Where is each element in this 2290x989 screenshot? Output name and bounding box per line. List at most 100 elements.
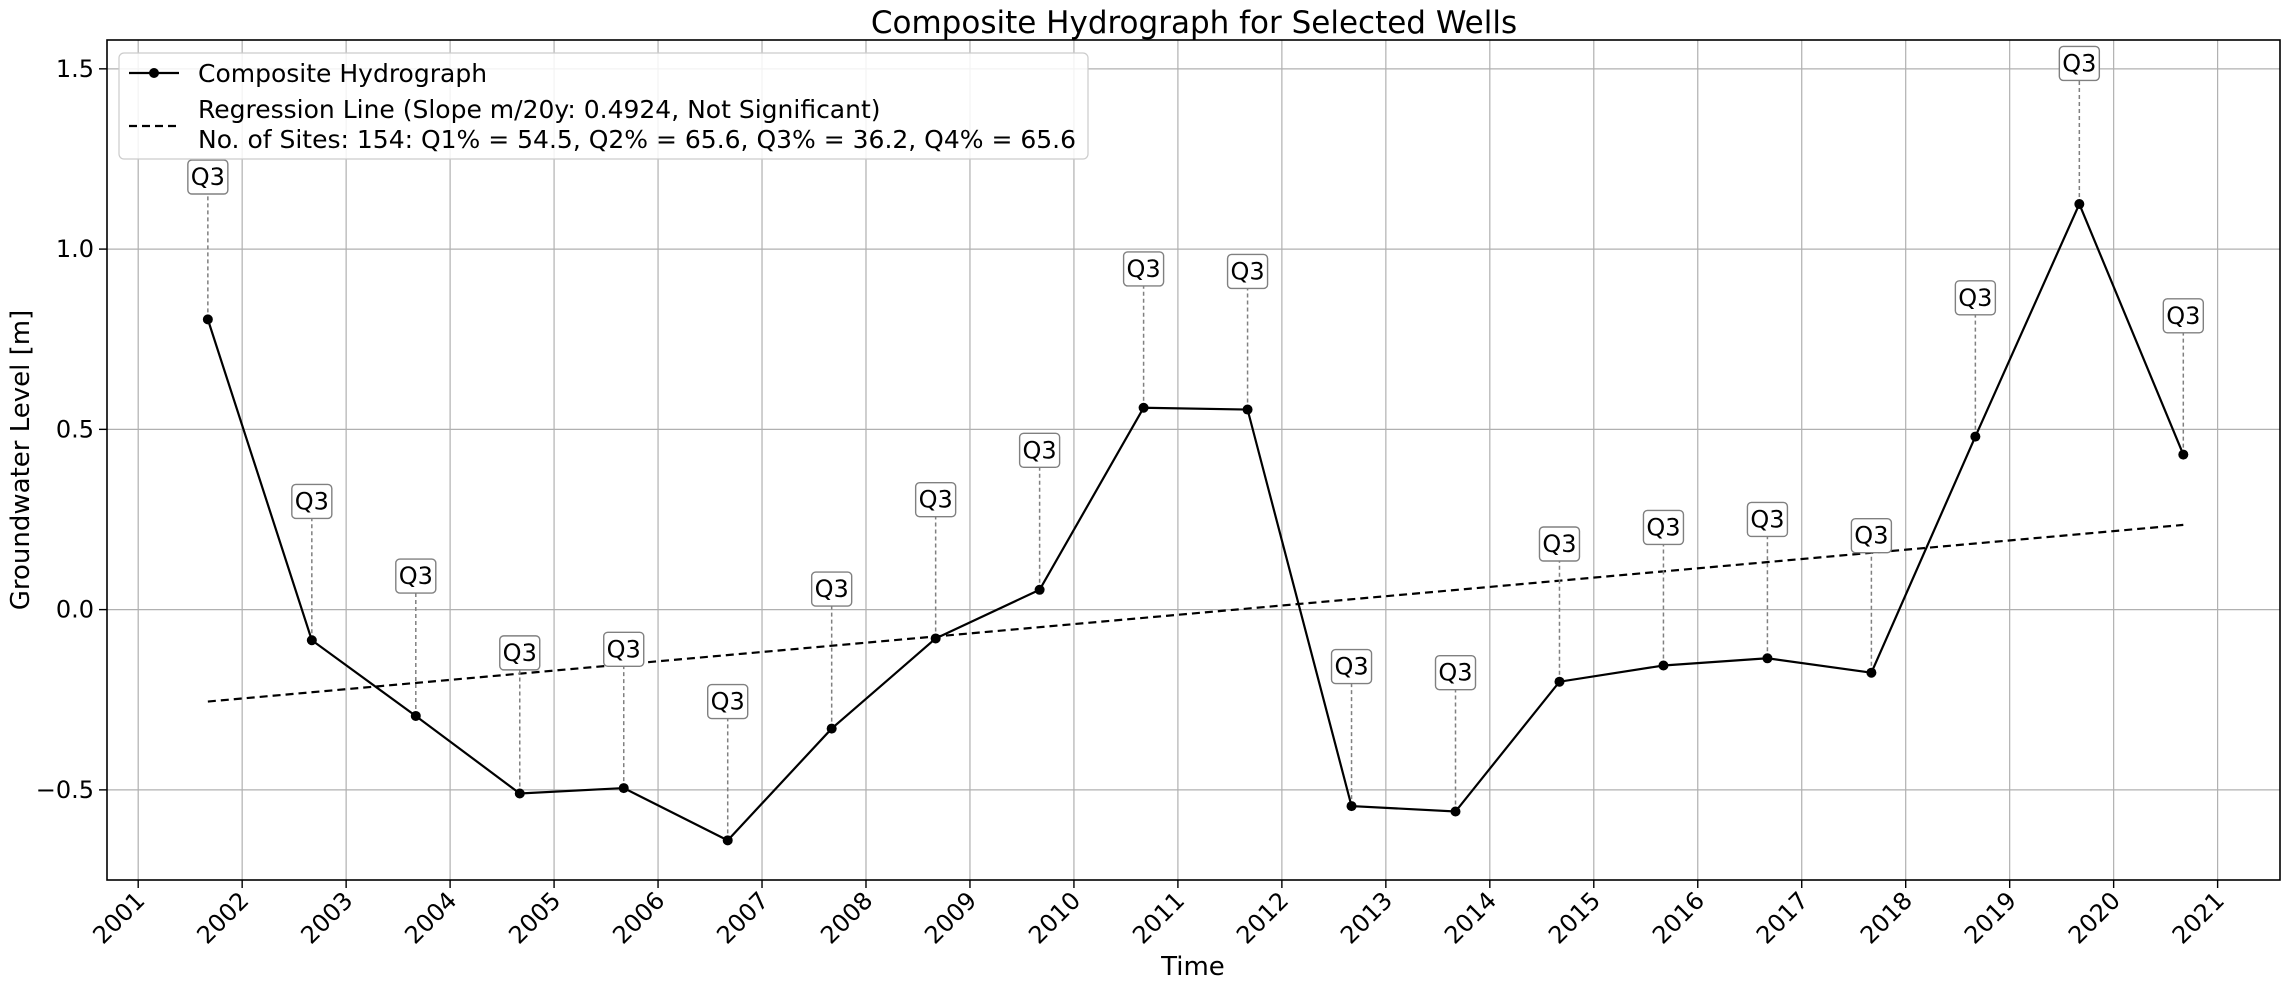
annotation-label: Q3 (1127, 255, 1161, 283)
annotation-label: Q3 (1750, 505, 1784, 533)
annotation-box (2058, 45, 2101, 82)
annotation-label: Q3 (919, 486, 953, 514)
annotation-box (395, 558, 437, 594)
y-tick-label: 0.5 (56, 415, 94, 443)
y-tick-label: −0.5 (36, 776, 94, 804)
x-tick-label: 2004 (399, 886, 462, 949)
annotation-label: Q3 (1646, 513, 1680, 541)
annotation-label: Q3 (2062, 49, 2096, 77)
legend: Composite Hydrograph Regression Line (Sl… (118, 52, 1089, 160)
hydrograph-point (930, 633, 941, 644)
y-tick-label: 0.0 (56, 596, 94, 624)
x-tick-label: 2007 (711, 886, 774, 949)
q3-annotations: Q3 Q3 Q3 Q3 Q3 Q3 Q3 Q3 Q3 Q3 Q3 Q3 Q3 Q3 Q3 Q3 Q3 Q3 Q3 Q3 (187, 45, 2205, 841)
axis-ticks: 2001 2002 2003 2004 2005 2006 2007 2008 2009 2010… (36, 55, 2230, 950)
x-tick-label: 2010 (1023, 886, 1086, 949)
annotation-label: Q3 (607, 635, 641, 663)
hydrograph-point (618, 783, 629, 794)
x-tick-label: 2021 (2167, 886, 2230, 949)
annotation-label: Q3 (1230, 257, 1264, 285)
annotation-box (1122, 251, 1165, 287)
legend-hydrograph-marker (149, 68, 159, 78)
regression-line (207, 523, 2184, 703)
x-tick-label: 2019 (1959, 886, 2022, 949)
hydrograph-point (1346, 801, 1357, 812)
annotation-box (914, 481, 957, 518)
hydrograph-point (306, 635, 317, 646)
annotation-box (1018, 432, 1061, 468)
annotation-box (810, 571, 853, 607)
x-tick-label: 2014 (1439, 886, 1502, 949)
annotation-label: Q3 (1438, 659, 1472, 687)
hydrograph-point (514, 788, 525, 799)
x-tick-label: 2015 (1543, 886, 1606, 949)
hydrograph-point (2074, 199, 2085, 210)
annotation-box (603, 631, 645, 667)
hydrograph-point (1866, 667, 1877, 678)
annotation-label: Q3 (399, 562, 433, 590)
hydrograph-point (2178, 449, 2189, 460)
annotation-label: Q3 (1958, 284, 1992, 312)
x-axis-title: Time (1160, 952, 1225, 982)
annotation-label: Q3 (2166, 302, 2200, 330)
annotation-box (291, 483, 333, 520)
hydrograph-point (722, 835, 733, 846)
x-tick-label: 2018 (1855, 886, 1918, 949)
y-tick-label: 1.0 (56, 235, 94, 263)
x-tick-label: 2001 (87, 886, 150, 949)
annotation-box (2162, 298, 2205, 334)
x-tick-label: 2012 (1231, 886, 1294, 949)
hydrograph-series-layer (202, 199, 2189, 846)
hydrograph-point (1450, 806, 1461, 817)
legend-label-hydrograph: Composite Hydrograph (198, 59, 487, 88)
hydrograph-point (826, 723, 837, 734)
hydrograph-point (202, 314, 213, 325)
x-tick-label: 2006 (607, 886, 670, 949)
hydrograph-point (1554, 676, 1565, 687)
annotation-box (499, 635, 541, 671)
x-tick-label: 2020 (2063, 886, 2126, 949)
annotation-label: Q3 (1854, 522, 1888, 550)
annotation-label: Q3 (1542, 530, 1576, 558)
annotation-box (1746, 501, 1789, 538)
annotation-box (1226, 253, 1269, 290)
hydrograph-point (1242, 404, 1253, 415)
x-tick-label: 2002 (191, 886, 254, 949)
grid-lines (107, 40, 2280, 880)
annotation-label: Q3 (815, 575, 849, 603)
hydrograph-point (1762, 653, 1773, 664)
hydrograph-line (206, 201, 2185, 842)
annotation-box (707, 683, 749, 720)
x-tick-label: 2003 (295, 886, 358, 949)
x-tick-label: 2009 (919, 886, 982, 949)
annotation-label: Q3 (503, 639, 537, 667)
annotation-label: Q3 (711, 688, 745, 716)
x-tick-label: 2013 (1335, 886, 1398, 949)
annotation-box (1954, 280, 1997, 316)
x-tick-label: 2017 (1751, 886, 1814, 949)
hydrograph-point (1658, 660, 1669, 671)
y-tick-label: 1.5 (56, 55, 94, 83)
x-tick-label: 2005 (503, 886, 566, 949)
annotation-box (1434, 655, 1477, 691)
x-tick-label: 2016 (1647, 886, 1710, 949)
x-tick-label: 2008 (815, 886, 878, 949)
annotation-box (1538, 526, 1581, 562)
legend-label-regression: Regression Line (Slope m/20y: 0.4924, No… (198, 95, 881, 124)
legend-box (118, 52, 1089, 160)
hydrograph-point (410, 710, 421, 721)
x-tick-label: 2011 (1127, 886, 1190, 949)
annotation-box (1642, 509, 1685, 546)
hydrograph-point (1138, 402, 1149, 413)
chart-title: Composite Hydrograph for Selected Wells (871, 5, 1517, 41)
annotation-box (1330, 648, 1373, 685)
regression-line-layer (207, 523, 2184, 703)
annotation-label: Q3 (1023, 436, 1057, 464)
hydrograph-point (1034, 584, 1045, 595)
hydrograph-point (1970, 431, 1981, 442)
annotation-box (187, 159, 229, 195)
annotation-label: Q3 (191, 163, 225, 191)
legend-sites-note: No. of Sites: 154: Q1% = 54.5, Q2% = 65.… (198, 125, 1076, 154)
annotation-label: Q3 (295, 487, 329, 515)
